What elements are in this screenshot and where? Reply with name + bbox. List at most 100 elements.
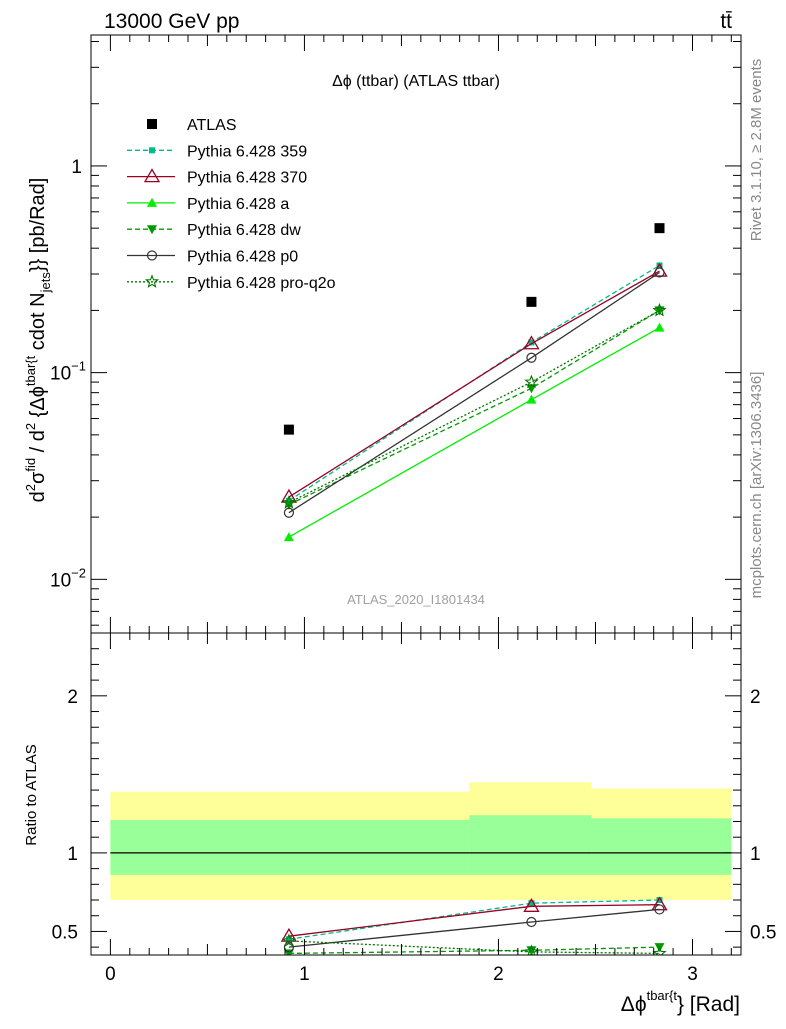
ratio-data-point xyxy=(652,945,667,955)
x-axis-label: Δϕtbar{t} [Rad] xyxy=(621,988,740,1016)
ratio-series-pythia-6-428-370 xyxy=(280,896,668,942)
data-point xyxy=(283,507,295,518)
ratio-y-tick-label: 0.5 xyxy=(52,922,78,943)
legend-label: ATLAS xyxy=(187,117,237,134)
series-line xyxy=(288,327,660,538)
ratio-data-point xyxy=(656,897,663,904)
main-series-layer xyxy=(280,223,668,542)
x-tick-label: 3 xyxy=(687,964,698,985)
ratio-data-point xyxy=(526,916,537,928)
energy-label: 13000 GeV pp xyxy=(104,10,239,33)
data-point xyxy=(524,374,539,389)
data-point xyxy=(654,223,665,234)
series-line xyxy=(288,270,660,498)
data-point xyxy=(281,495,297,509)
y-axis-label-text: d2σfid / d2 {Δϕtbar{t cdot Njets}} [pb/R… xyxy=(23,178,53,503)
legend-entry: Pythia 6.428 370 xyxy=(127,168,307,187)
main-panel: 10−2 10−1 1 Δϕ (ttbar) (ATLAS ttbar) ATLAS… xyxy=(50,34,742,634)
ratio-y-tick-label-right: 1 xyxy=(750,844,761,865)
data-point xyxy=(654,267,665,278)
legend-label: Pythia 6.428 pro-q2o xyxy=(187,275,336,292)
series-line xyxy=(288,309,660,504)
legend-label: Pythia 6.428 359 xyxy=(187,143,307,160)
watermark: ATLAS_2020_I1801434 xyxy=(347,592,485,607)
ratio-series-line xyxy=(289,957,660,963)
ratio-data-point xyxy=(658,953,661,955)
legend-label: Pythia 6.428 370 xyxy=(187,170,307,187)
ratio-y-tick-label: 2 xyxy=(67,687,78,708)
x-axis-label-sup: tbar{t xyxy=(647,988,678,1003)
ratio-y-label: Ratio to ATLAS xyxy=(23,744,40,845)
mcplots-label: mcplots.cern.ch [arXiv:1306.3436] xyxy=(748,372,765,599)
data-point xyxy=(656,262,663,269)
ratio-data-point xyxy=(654,904,665,915)
legend-label: Pythia 6.428 dw xyxy=(187,222,301,239)
uncertainty-band-inner xyxy=(469,815,592,875)
legend-entry: Pythia 6.428 dw xyxy=(127,222,301,239)
main-y-tick-label: 1 xyxy=(71,157,82,178)
ratio-data-point xyxy=(526,946,537,955)
legend-entry: Pythia 6.428 359 xyxy=(127,143,307,160)
ratio-data-point xyxy=(285,936,292,943)
x-tick-label: 0 xyxy=(105,964,116,985)
ratio-data-point xyxy=(284,958,294,967)
rivet-label: Rivet 3.1.10, ≥ 2.8M events xyxy=(748,59,765,242)
ratio-panel: 0.5 0.5 1 1 2 2 0 1 2 3 xyxy=(52,632,776,985)
legend-entry: Pythia 6.428 pro-q2o xyxy=(127,274,336,292)
series-pythia-6-428-a xyxy=(283,322,665,542)
y-axis-label-main: d2σfid / d2 {Δϕtbar{t cdot Njets}} [pb/R… xyxy=(23,178,53,503)
main-y-tick-label: 10−2 xyxy=(50,565,86,591)
data-point xyxy=(654,322,665,332)
series-pythia-6-428-359 xyxy=(285,262,663,504)
legend-entry: Pythia 6.428 p0 xyxy=(127,249,298,266)
ratio-bands xyxy=(110,782,732,901)
ratio-series-pythia-6-428-359 xyxy=(285,897,663,943)
ratio-series-pythia-6-428-a xyxy=(284,951,661,967)
series-atlas xyxy=(283,223,665,435)
ratio-data-point xyxy=(523,898,540,912)
ratio-y-tick-label: 1 xyxy=(67,844,78,865)
legend-label: Pythia 6.428 a xyxy=(187,196,289,213)
ratio-y-tick-label-right: 2 xyxy=(750,687,761,708)
legend-marker xyxy=(147,225,157,235)
ratio-series-line xyxy=(288,908,660,948)
legend-label: Pythia 6.428 p0 xyxy=(187,249,298,266)
legend-marker xyxy=(144,274,160,288)
data-point xyxy=(526,394,537,404)
x-axis-label-main: Δϕ xyxy=(621,993,647,1016)
ratio-frame xyxy=(90,632,742,956)
x-tick-label: 2 xyxy=(493,964,504,985)
main-y-tick-label: 10−1 xyxy=(50,359,86,385)
ratio-y-tick-label-right: 0.5 xyxy=(750,922,776,943)
ratio-ticks: 0.5 0.5 1 1 2 2 0 1 2 3 xyxy=(52,632,776,985)
legend-entry: Pythia 6.428 a xyxy=(127,196,289,213)
legend-marker xyxy=(149,147,155,154)
x-axis-label-text: Δϕtbar{t} [Rad] xyxy=(621,988,740,1016)
main-ticks: 10−2 10−1 1 xyxy=(50,35,741,633)
ratio-series-pythia-6-428-dw xyxy=(283,943,665,955)
series-pythia-6-428-370 xyxy=(280,262,668,503)
ratio-series-line xyxy=(288,899,660,940)
series-pythia-6-428-p0 xyxy=(283,267,665,518)
ratio-series-pythia-6-428-p0 xyxy=(283,904,665,953)
x-tick-label: 1 xyxy=(299,964,310,985)
ratio-data-point xyxy=(528,900,535,907)
ratio-series-line xyxy=(288,904,660,937)
ratio-data-point xyxy=(281,933,297,947)
data-point xyxy=(528,339,535,346)
ratio-series-line xyxy=(288,946,660,955)
legend-entry: ATLAS xyxy=(147,117,237,134)
data-point xyxy=(283,424,294,435)
ratio-series-layer xyxy=(280,896,668,967)
legend: ATLAS Pythia 6.428 359 Pythia 6.428 370 Pyt… xyxy=(127,117,336,292)
series-line xyxy=(288,271,660,514)
ratio-series-line xyxy=(288,940,660,955)
chart-title: Δϕ (ttbar) (ATLAS ttbar) xyxy=(332,73,500,90)
legend-marker xyxy=(146,250,158,261)
data-point xyxy=(652,302,667,317)
x-axis-label-rest: } [Rad] xyxy=(677,993,740,1016)
ratio-data-point xyxy=(283,942,295,953)
uncertainty-band-inner xyxy=(591,818,732,875)
